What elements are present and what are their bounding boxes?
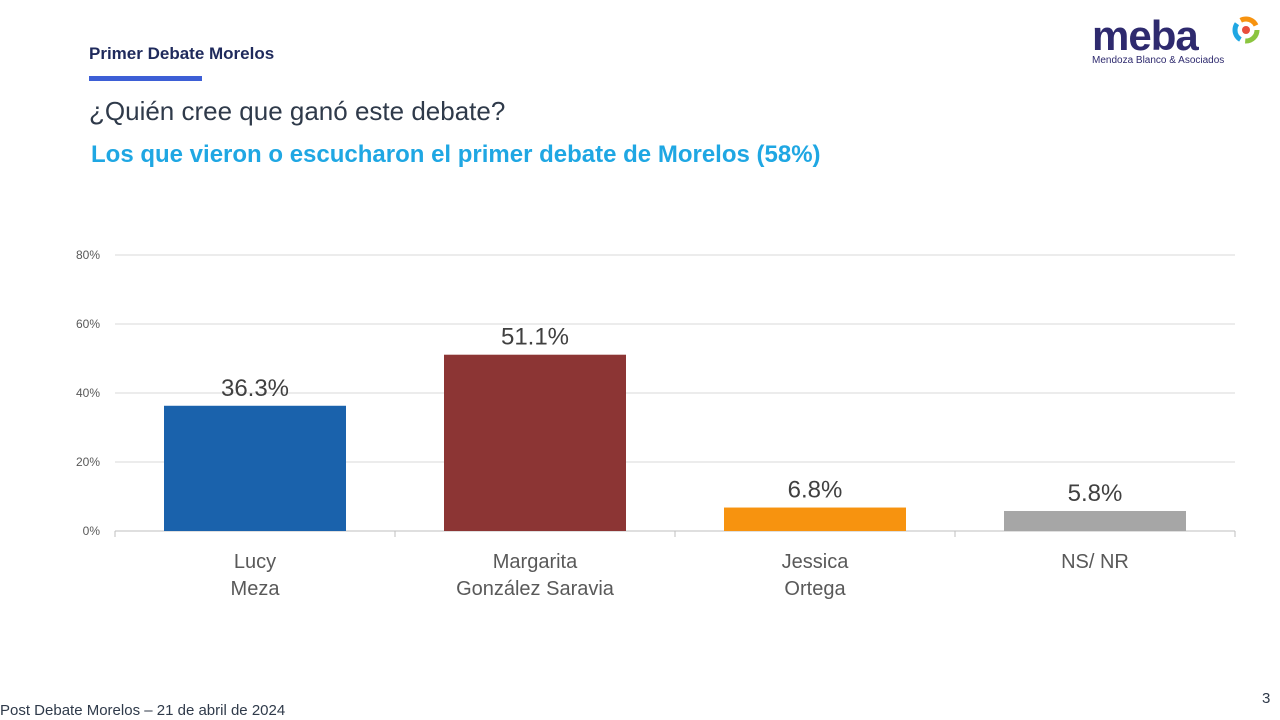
logo-mark-icon	[1232, 16, 1260, 44]
data-label: 36.3%	[221, 375, 289, 402]
bar	[1004, 510, 1186, 531]
data-label: 6.8%	[788, 477, 843, 504]
logo-tagline: Mendoza Blanco & Asociados	[1092, 55, 1225, 66]
chart-question: ¿Quién cree que ganó este debate?	[89, 96, 506, 126]
bar	[724, 507, 906, 531]
page-number: 3	[1262, 690, 1271, 707]
bar	[164, 405, 346, 531]
logo-wordmark: meba	[1092, 12, 1199, 59]
y-tick-label: 40%	[76, 386, 100, 400]
x-tick-label: Jessica	[782, 551, 850, 573]
x-tick-label: Meza	[231, 578, 281, 600]
y-tick-label: 80%	[76, 248, 100, 262]
footer-text: Post Debate Morelos – 21 de abril de 202…	[0, 702, 286, 719]
data-label: 51.1%	[501, 324, 569, 351]
section-title: Primer Debate Morelos	[89, 44, 275, 63]
y-tick-label: 60%	[76, 317, 100, 331]
x-tick-label: Ortega	[784, 578, 846, 600]
x-tick-label: NS/ NR	[1061, 551, 1129, 573]
y-tick-label: 20%	[76, 455, 100, 469]
section-title-underline	[89, 76, 202, 81]
y-tick-label: 0%	[83, 524, 101, 538]
data-label: 5.8%	[1068, 480, 1123, 507]
bar	[444, 354, 626, 531]
chart-subtitle: Los que vieron o escucharon el primer de…	[91, 141, 821, 168]
x-tick-label: González Saravia	[456, 578, 615, 600]
x-tick-label: Margarita	[493, 551, 578, 573]
x-tick-label: Lucy	[234, 551, 276, 573]
